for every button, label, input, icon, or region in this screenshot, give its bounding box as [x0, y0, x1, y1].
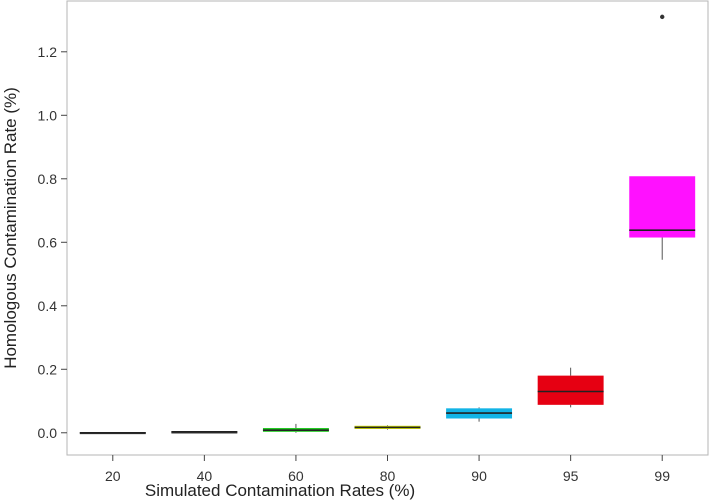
y-tick-label: 0.8 — [38, 171, 58, 187]
plot-frame — [67, 1, 708, 455]
iqr-box — [538, 376, 604, 405]
box-80 — [355, 425, 421, 429]
y-tick-label: 0.4 — [38, 298, 58, 314]
y-axis-title: Homologous Contamination Rate (%) — [1, 87, 20, 369]
x-tick-label: 99 — [654, 468, 670, 484]
x-tick-label: 95 — [563, 468, 579, 484]
box-40 — [171, 432, 237, 434]
x-tick-label: 90 — [471, 468, 487, 484]
y-axis: 0.0 0.2 0.4 0.6 0.8 1.0 1.2 — [38, 44, 67, 441]
y-tick-label: 0.2 — [38, 361, 58, 377]
box-20 — [80, 432, 146, 434]
x-tick-label: 20 — [105, 468, 121, 484]
x-axis-title: Simulated Contamination Rates (%) — [145, 481, 415, 500]
y-tick-label: 0.0 — [38, 425, 58, 441]
outlier-point — [660, 15, 664, 19]
y-tick-label: 1.2 — [38, 44, 58, 60]
x-axis: 20406080909599 — [105, 455, 670, 484]
y-tick-label: 1.0 — [38, 107, 58, 123]
y-tick-label: 0.6 — [38, 234, 58, 250]
iqr-box — [629, 176, 695, 237]
